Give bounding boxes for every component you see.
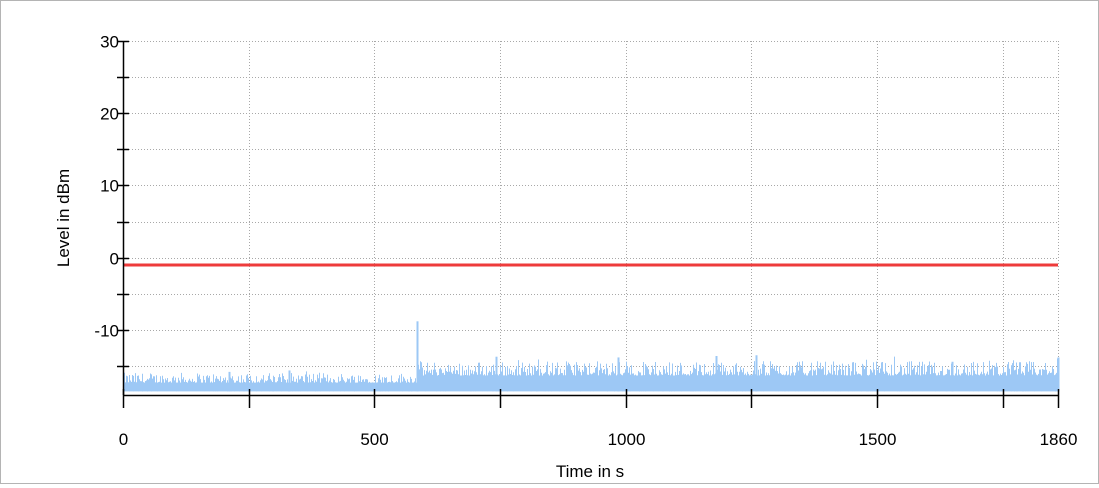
x-tick-label: 0	[119, 430, 128, 449]
y-tick-label: 0	[110, 250, 119, 269]
plot-area	[123, 41, 1058, 395]
axes: 30 20 10 0 -10 0 500 1000 1500 1860	[94, 33, 1077, 450]
y-tick-label: 10	[100, 177, 119, 196]
x-tick-label: 500	[360, 430, 388, 449]
x-axis-label: Time in s	[556, 462, 624, 481]
y-tick-label: 30	[100, 33, 119, 52]
y-tick-label: 20	[100, 105, 119, 124]
x-tick-label: 1500	[859, 430, 897, 449]
signal-series	[123, 321, 1060, 392]
y-axis-label: Level in dBm	[54, 169, 73, 267]
x-tick-label: 1860	[1040, 430, 1078, 449]
y-tick-label: -10	[94, 322, 119, 341]
x-tick-label: 1000	[608, 430, 646, 449]
grid	[123, 41, 1059, 395]
